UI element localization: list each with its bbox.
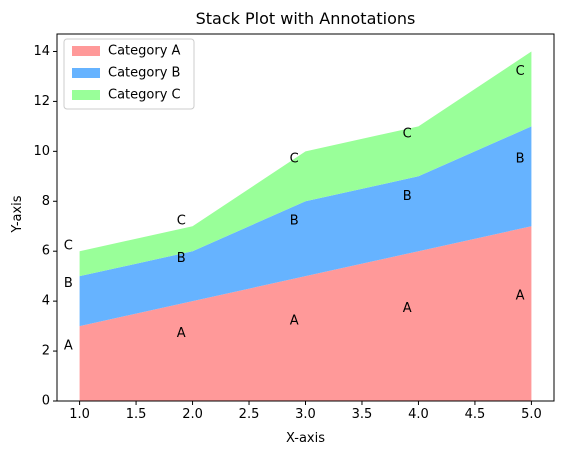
y-tick-label: 2 bbox=[42, 344, 50, 359]
x-axis-ticks: 1.0 1.5 2.0 2.5 3.0 3.5 4.0 4.5 5.0 bbox=[69, 401, 542, 422]
legend-label: Category B bbox=[108, 66, 180, 81]
annotation-labels: A A A A A B B B B B C C C C C bbox=[64, 64, 525, 354]
x-tick-label: 1.5 bbox=[126, 407, 147, 422]
x-tick-label: 5.0 bbox=[521, 407, 542, 422]
y-tick-label: 14 bbox=[33, 44, 50, 59]
y-tick-label: 6 bbox=[42, 244, 50, 259]
area-category-c bbox=[79, 51, 532, 277]
x-tick-label: 3.0 bbox=[295, 407, 316, 422]
legend-label: Category A bbox=[108, 44, 181, 59]
annotation-label: C bbox=[516, 64, 525, 79]
legend: Category A Category B Category C bbox=[63, 38, 195, 110]
annotation-label: A bbox=[177, 326, 186, 341]
y-axis-ticks: 0 2 4 6 8 10 12 14 bbox=[33, 44, 57, 409]
annotation-label: A bbox=[516, 289, 525, 304]
annotation-label: A bbox=[64, 339, 73, 354]
annotation-label: C bbox=[64, 239, 73, 254]
legend-swatch bbox=[72, 46, 100, 56]
legend-label: Category C bbox=[108, 88, 181, 103]
annotation-label: B bbox=[516, 151, 525, 166]
legend-swatch bbox=[72, 90, 100, 100]
area-layers bbox=[79, 51, 532, 401]
y-tick-label: 0 bbox=[42, 394, 50, 409]
y-axis-label: Y-axis bbox=[10, 195, 25, 233]
annotation-label: B bbox=[64, 276, 73, 291]
x-tick-label: 1.0 bbox=[69, 407, 90, 422]
annotation-label: A bbox=[290, 314, 299, 329]
x-tick-label: 2.0 bbox=[182, 407, 203, 422]
annotation-label: B bbox=[177, 251, 186, 266]
annotation-label: C bbox=[290, 151, 299, 166]
annotation-label: A bbox=[403, 301, 412, 316]
annotation-label: C bbox=[177, 214, 186, 229]
x-tick-label: 3.5 bbox=[352, 407, 373, 422]
x-tick-label: 4.0 bbox=[408, 407, 429, 422]
area-category-b bbox=[79, 126, 532, 327]
legend-swatch bbox=[72, 68, 100, 78]
y-tick-label: 12 bbox=[33, 94, 50, 109]
chart-title: Stack Plot with Annotations bbox=[196, 9, 416, 28]
y-tick-label: 8 bbox=[42, 194, 50, 209]
x-tick-label: 2.5 bbox=[239, 407, 260, 422]
y-tick-label: 4 bbox=[42, 294, 50, 309]
x-tick-label: 4.5 bbox=[465, 407, 486, 422]
annotation-label: B bbox=[403, 189, 412, 204]
area-category-a bbox=[79, 226, 532, 401]
y-tick-label: 10 bbox=[33, 144, 50, 159]
annotation-label: C bbox=[403, 126, 412, 141]
annotation-label: B bbox=[290, 214, 299, 229]
x-axis-label: X-axis bbox=[286, 431, 325, 446]
